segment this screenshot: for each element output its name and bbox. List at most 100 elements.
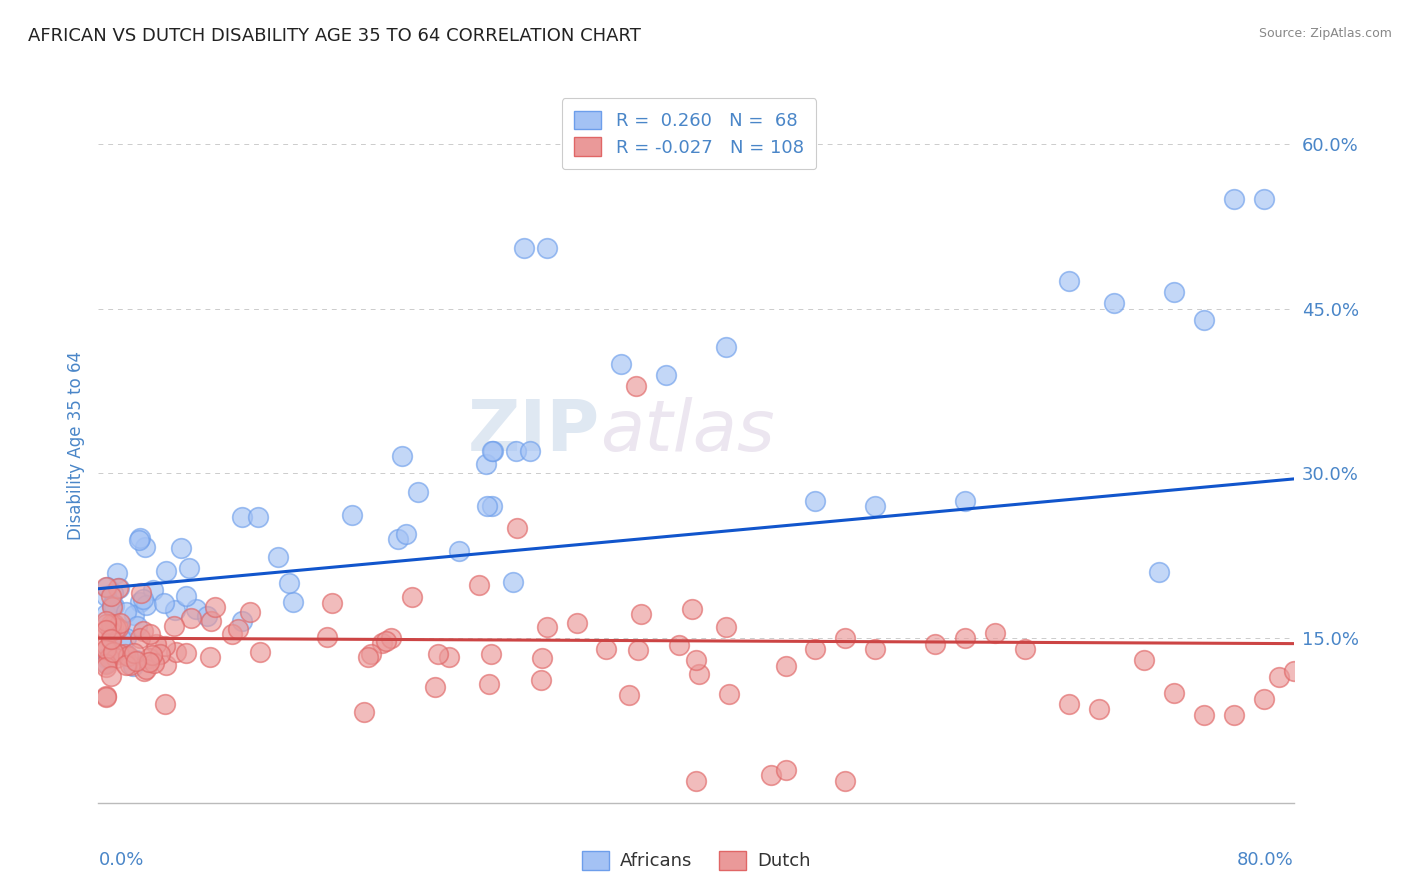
Point xyxy=(1014,642,1036,657)
Point xyxy=(353,705,375,719)
Point xyxy=(165,603,187,617)
Point xyxy=(1192,312,1215,326)
Point xyxy=(108,615,131,630)
Point xyxy=(1282,664,1305,678)
Point xyxy=(134,664,156,678)
Point xyxy=(249,645,271,659)
Point xyxy=(685,773,707,788)
Point xyxy=(135,662,157,676)
Point xyxy=(425,680,447,694)
Point xyxy=(226,622,249,636)
Point xyxy=(105,621,128,635)
Point xyxy=(221,626,243,640)
Point xyxy=(101,645,124,659)
Point xyxy=(1059,274,1081,288)
Point xyxy=(401,590,423,604)
Point xyxy=(481,444,503,458)
Point xyxy=(153,596,176,610)
Point xyxy=(115,657,138,672)
Point xyxy=(775,763,797,777)
Point xyxy=(170,541,193,555)
Point xyxy=(107,581,129,595)
Point xyxy=(94,690,117,704)
Text: 80.0%: 80.0% xyxy=(1237,851,1294,869)
Point xyxy=(865,500,887,514)
Point xyxy=(114,632,136,646)
Point xyxy=(94,657,117,672)
Point xyxy=(239,606,262,620)
Point xyxy=(177,560,200,574)
Point xyxy=(155,565,177,579)
Point xyxy=(94,589,117,603)
Point xyxy=(94,656,117,670)
Point xyxy=(834,631,856,645)
Point xyxy=(101,586,124,600)
Point xyxy=(114,647,136,661)
Point xyxy=(94,616,117,631)
Point xyxy=(100,632,122,646)
Point xyxy=(834,773,856,788)
Point xyxy=(184,601,207,615)
Point xyxy=(100,669,122,683)
Point xyxy=(360,648,382,662)
Point xyxy=(94,643,117,657)
Point xyxy=(1104,296,1126,310)
Point xyxy=(103,617,125,632)
Point xyxy=(153,697,176,711)
Point xyxy=(468,578,491,592)
Point xyxy=(125,653,148,667)
Point xyxy=(145,637,167,651)
Point xyxy=(394,526,416,541)
Point xyxy=(94,651,117,665)
Point xyxy=(125,655,148,669)
Point xyxy=(200,614,222,628)
Point xyxy=(530,673,553,688)
Point xyxy=(617,688,640,702)
Point xyxy=(94,580,117,594)
Point xyxy=(668,638,690,652)
Point xyxy=(101,599,124,613)
Point xyxy=(371,636,394,650)
Point xyxy=(375,634,398,648)
Y-axis label: Disability Age 35 to 64: Disability Age 35 to 64 xyxy=(66,351,84,541)
Point xyxy=(110,632,132,646)
Point xyxy=(155,639,177,653)
Point xyxy=(502,574,524,589)
Point xyxy=(481,499,503,513)
Point xyxy=(120,657,142,672)
Point xyxy=(775,658,797,673)
Point xyxy=(117,648,139,663)
Point xyxy=(131,591,153,606)
Point xyxy=(100,616,122,631)
Point xyxy=(387,532,409,546)
Point xyxy=(165,645,187,659)
Point xyxy=(94,642,117,657)
Point xyxy=(482,444,505,458)
Point xyxy=(231,614,253,628)
Point xyxy=(316,630,339,644)
Point xyxy=(128,595,150,609)
Point xyxy=(149,647,172,661)
Point xyxy=(531,651,554,665)
Point xyxy=(865,642,887,657)
Point xyxy=(174,646,197,660)
Point xyxy=(129,531,152,545)
Point xyxy=(139,627,162,641)
Point xyxy=(610,357,633,371)
Point xyxy=(277,575,299,590)
Point xyxy=(391,450,413,464)
Point xyxy=(1059,697,1081,711)
Point xyxy=(195,608,218,623)
Point xyxy=(122,646,145,660)
Point xyxy=(804,642,827,657)
Point xyxy=(924,637,946,651)
Point xyxy=(1147,566,1170,580)
Text: atlas: atlas xyxy=(600,397,775,467)
Point xyxy=(127,619,149,633)
Point xyxy=(681,602,703,616)
Point xyxy=(714,340,737,354)
Point xyxy=(94,624,117,639)
Point xyxy=(100,589,122,603)
Text: ZIP: ZIP xyxy=(468,397,600,467)
Point xyxy=(984,625,1007,640)
